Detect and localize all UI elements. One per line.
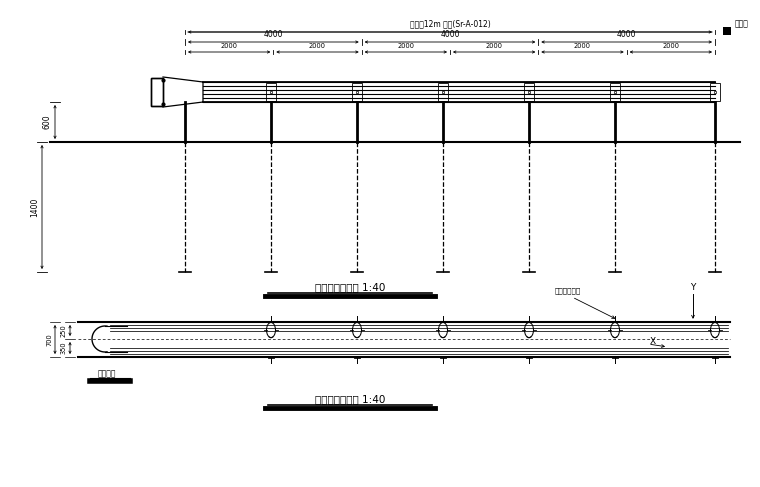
Text: 2000: 2000 xyxy=(486,43,502,50)
Text: 4000: 4000 xyxy=(440,30,460,39)
Text: 2000: 2000 xyxy=(574,43,591,50)
Text: 2000: 2000 xyxy=(309,43,326,50)
Bar xyxy=(151,78,163,106)
Bar xyxy=(151,78,163,106)
Text: 标注说明: 标注说明 xyxy=(98,370,116,378)
Text: 下游槽头立面图 1:40: 下游槽头立面图 1:40 xyxy=(315,282,385,292)
Text: 2000: 2000 xyxy=(397,43,414,50)
Text: 土路肩边缘线: 土路肩边缘线 xyxy=(555,287,581,294)
Bar xyxy=(438,83,448,101)
Text: 4000: 4000 xyxy=(264,30,283,39)
Bar xyxy=(610,83,620,101)
Bar xyxy=(352,83,362,101)
Text: X: X xyxy=(650,337,656,346)
Bar xyxy=(723,27,731,35)
Text: 250: 250 xyxy=(61,324,67,337)
Text: 600: 600 xyxy=(43,114,52,130)
Text: 4000: 4000 xyxy=(617,30,636,39)
Text: 700: 700 xyxy=(46,333,52,346)
Text: 标准段: 标准段 xyxy=(735,19,749,28)
Text: 下游槽12m 波形(Sr-A-012): 下游槽12m 波形(Sr-A-012) xyxy=(410,19,490,28)
Text: 2000: 2000 xyxy=(662,43,679,50)
Text: 2000: 2000 xyxy=(220,43,238,50)
Text: 下游槽头平面图 1:40: 下游槽头平面图 1:40 xyxy=(315,394,385,404)
Text: 1400: 1400 xyxy=(30,197,39,217)
Bar xyxy=(266,83,276,101)
Bar xyxy=(524,83,534,101)
Bar xyxy=(710,83,720,101)
Text: Y: Y xyxy=(690,283,695,292)
Text: 350: 350 xyxy=(61,342,67,355)
